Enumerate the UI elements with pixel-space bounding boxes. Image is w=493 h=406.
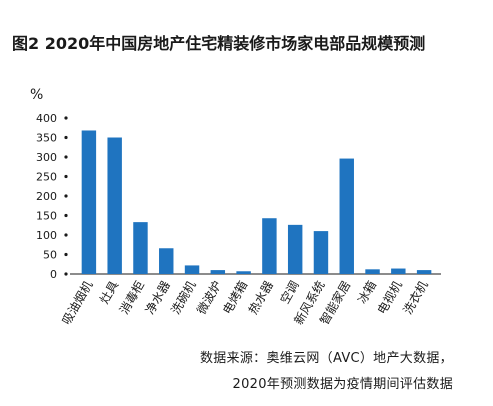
bar-9 <box>287 224 303 274</box>
y-tick-mark <box>64 155 68 159</box>
y-tick-mark <box>64 194 68 198</box>
y-tick-mark <box>64 272 68 276</box>
y-tick-mark <box>64 174 68 179</box>
x-tick-label: 冰箱 <box>354 278 379 306</box>
x-tick-label: 灶具 <box>97 279 121 307</box>
y-tick-label: 350 <box>36 132 57 145</box>
bar-2 <box>107 137 122 274</box>
y-tick-label: 0 <box>50 268 57 281</box>
y-tick-label: 400 <box>36 112 57 125</box>
x-tick-label: 电烤箱 <box>219 278 250 317</box>
bar-14 <box>416 270 432 274</box>
y-tick-label: 200 <box>36 190 57 203</box>
y-axis-unit-label: % <box>30 87 43 103</box>
source-note: 数据来源：奥维云网（AVC）地产大数据， 2020年预测数据为疫情期间评估数据 <box>200 346 453 398</box>
x-tick-label: 消毒柜 <box>117 279 147 317</box>
bar-5 <box>184 265 200 274</box>
x-tick-label: 热水器 <box>246 279 276 317</box>
y-tick-mark <box>64 233 68 237</box>
bar-3 <box>133 222 148 274</box>
bar-4 <box>159 248 174 274</box>
x-tick-label: 净水器 <box>143 279 173 317</box>
source-line-1: 数据来源：奥维云网（AVC）地产大数据， <box>199 351 453 366</box>
bar-10 <box>313 231 329 274</box>
x-tick-label: 吸油烟机 <box>59 279 95 328</box>
bar-13 <box>391 268 406 274</box>
bar-12 <box>365 269 380 274</box>
bar-1 <box>81 130 97 274</box>
x-tick-label: 空调 <box>278 279 302 307</box>
x-tick-label: 电视机 <box>374 278 405 317</box>
y-tick-label: 50 <box>43 249 57 262</box>
y-tick-label: 100 <box>36 229 57 242</box>
y-tick-label: 300 <box>36 151 57 164</box>
x-tick-label: 洗衣机 <box>400 278 431 317</box>
y-tick-mark <box>64 252 68 257</box>
source-line-2: 2020年预测数据为疫情期间评估数据 <box>232 377 453 392</box>
bar-8 <box>262 218 277 274</box>
y-tick-label: 250 <box>36 171 57 184</box>
y-tick-mark <box>64 135 68 140</box>
y-tick-mark <box>64 213 68 218</box>
x-tick-label: 洗碗机 <box>168 278 199 317</box>
y-tick-label: 150 <box>36 210 57 223</box>
bar-7 <box>236 271 251 274</box>
chart-title: 图2 2020年中国房地产住宅精装修市场家电部品规模预测 <box>12 34 426 53</box>
bar-6 <box>210 270 226 274</box>
bar-11 <box>339 158 354 274</box>
x-tick-label: 微波炉 <box>194 279 224 317</box>
y-tick-mark <box>64 116 68 120</box>
